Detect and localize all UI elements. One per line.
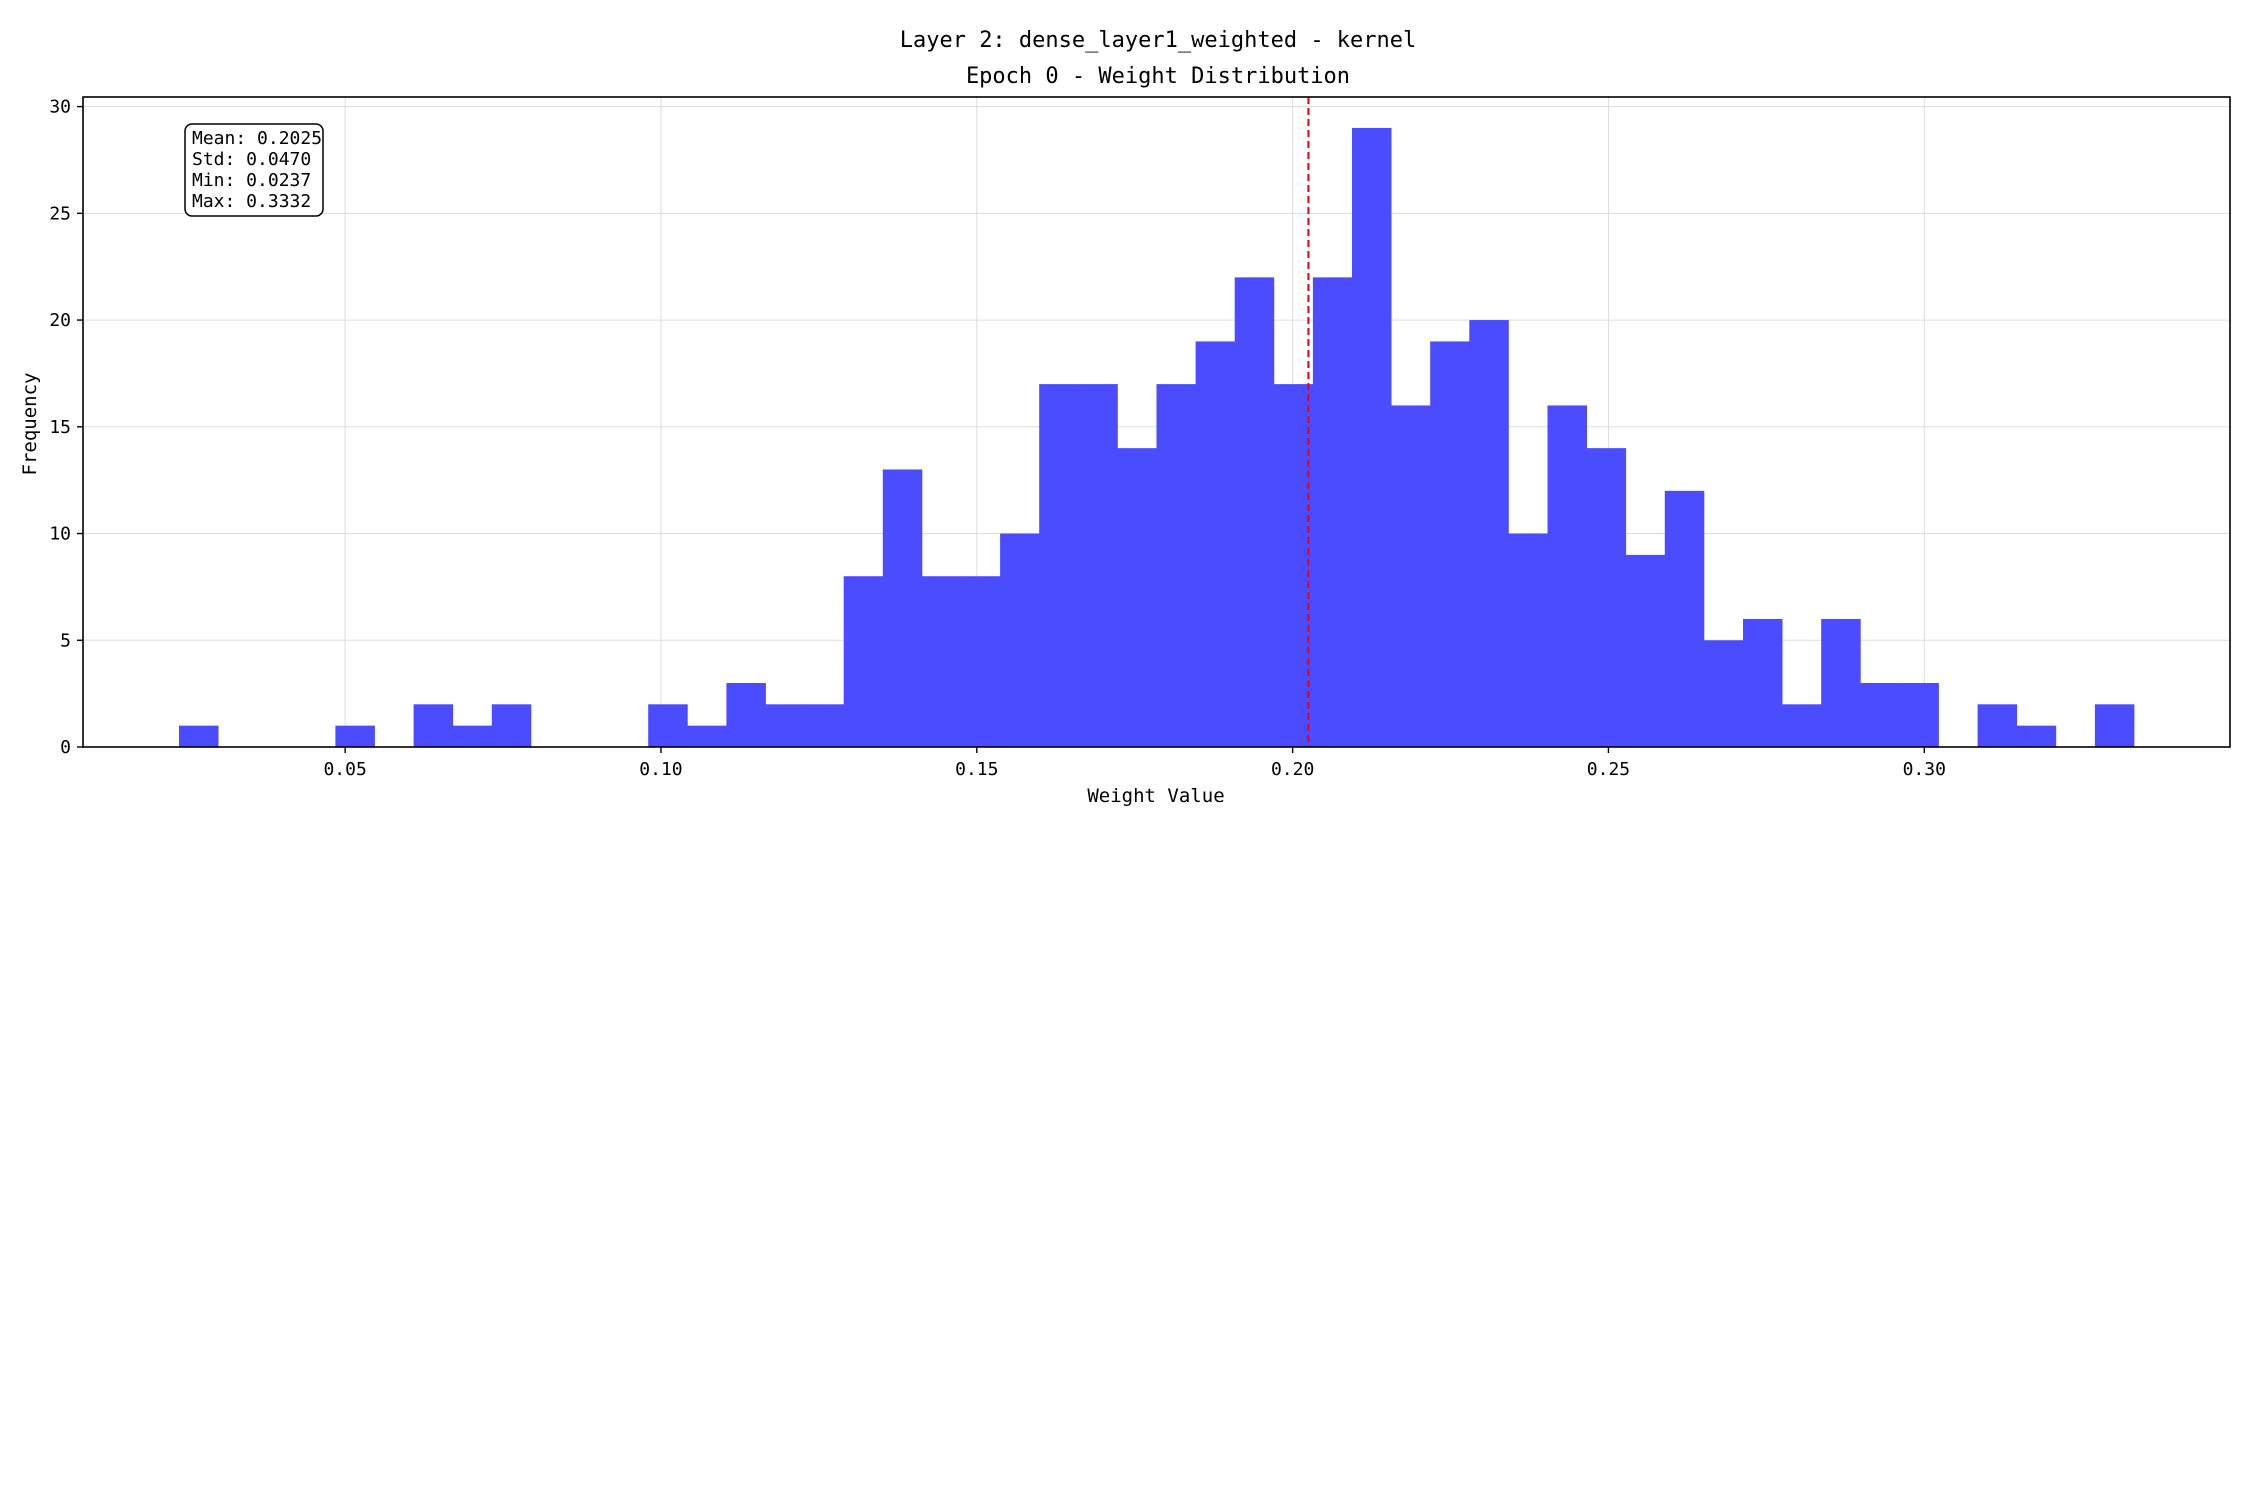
histogram-bar-23	[1078, 384, 1118, 747]
y-tick-label-5: 25	[49, 203, 71, 224]
histogram-bar-26	[1195, 341, 1236, 747]
histogram-bar-19	[921, 576, 962, 747]
histogram-bar-12	[648, 704, 688, 747]
histogram-bar-13	[687, 725, 727, 747]
y-tick-label-3: 15	[49, 417, 71, 438]
x-tick-label-1: 0.10	[639, 759, 682, 780]
y-tick-label-0: 0	[60, 737, 71, 758]
histogram-bar-31	[1391, 405, 1431, 747]
histogram-bar-36	[1586, 448, 1627, 747]
histogram-bar-44	[1899, 682, 1939, 747]
histogram-bar-21	[1000, 533, 1040, 747]
histogram-bar-0	[179, 725, 219, 747]
histogram-bar-18	[882, 469, 923, 747]
histogram-bar-46	[1977, 704, 2018, 747]
histogram-bar-38	[1664, 490, 1705, 747]
histogram-bar-42	[1821, 618, 1861, 747]
histogram-bars	[179, 127, 2135, 747]
histogram-bar-25	[1156, 384, 1196, 747]
y-tick-label-2: 10	[49, 524, 71, 545]
histogram-bar-37	[1625, 554, 1666, 747]
histogram-bar-22	[1039, 384, 1079, 747]
histogram-bar-29	[1312, 277, 1353, 747]
histogram-bar-6	[413, 704, 454, 747]
x-tick-label-3: 0.20	[1271, 759, 1314, 780]
y-axis-label: Frequency	[19, 373, 41, 476]
x-axis-ticks: 0.05 0.10 0.15 0.20 0.25 0.30	[323, 747, 1946, 780]
y-axis-ticks: 0 5 10 15 20 25 30	[49, 97, 83, 758]
histogram-bar-16	[804, 704, 845, 747]
histogram-bar-20	[961, 576, 1001, 747]
histogram-bar-4	[335, 725, 375, 747]
x-axis-label: Weight Value	[1087, 785, 1224, 807]
histogram-bar-39	[1703, 640, 1744, 747]
x-tick-label-0: 0.05	[323, 759, 366, 780]
histogram-bar-17	[843, 576, 884, 747]
stats-min: Min: 0.0237	[192, 170, 311, 191]
histogram-bar-15	[765, 704, 806, 747]
histogram-bar-28	[1273, 384, 1314, 747]
stats-max: Max: 0.3332	[192, 191, 311, 212]
histogram-bar-34	[1508, 533, 1548, 747]
y-tick-label-1: 5	[60, 630, 71, 651]
histogram-bar-32	[1430, 341, 1470, 747]
histogram-bar-30	[1351, 127, 1392, 747]
histogram-bar-14	[726, 682, 766, 747]
chart-title-line1: Layer 2: dense_layer1_weighted - kernel	[900, 28, 1417, 53]
y-tick-label-4: 20	[49, 310, 71, 331]
stats-std: Std: 0.0470	[192, 149, 311, 170]
histogram-bar-33	[1469, 320, 1509, 747]
histogram-bar-7	[452, 725, 493, 747]
chart-title-line2: Epoch 0 - Weight Distribution	[966, 64, 1350, 89]
histogram-bar-43	[1860, 682, 1900, 747]
histogram-bar-24	[1117, 448, 1157, 747]
stats-box: Mean: 0.2025 Std: 0.0470 Min: 0.0237 Max…	[184, 123, 324, 217]
x-tick-label-5: 0.30	[1903, 759, 1946, 780]
x-tick-label-4: 0.25	[1587, 759, 1630, 780]
histogram-bar-35	[1547, 405, 1587, 747]
histogram-bar-41	[1782, 704, 1822, 747]
histogram-bar-47	[2016, 725, 2057, 747]
y-tick-label-6: 30	[49, 97, 71, 118]
stats-mean: Mean: 0.2025	[192, 128, 322, 149]
histogram-bar-8	[491, 704, 532, 747]
plot-area-frame	[82, 96, 2231, 748]
histogram-bar-40	[1742, 618, 1783, 747]
x-tick-label-2: 0.15	[955, 759, 998, 780]
histogram-bar-27	[1234, 277, 1275, 747]
stats-box-frame	[184, 123, 324, 217]
histogram-bar-49	[2094, 704, 2135, 747]
